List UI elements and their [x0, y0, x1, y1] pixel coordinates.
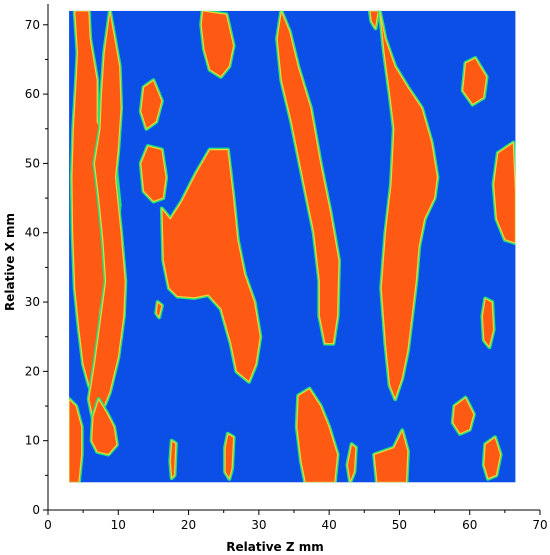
highlight-regions	[69, 10, 516, 483]
x-axis-ticks: 0 10 20 30 40 50 60 70	[44, 510, 548, 532]
blob-z14-y49	[140, 145, 167, 203]
blob-z22-y69	[200, 10, 235, 78]
blob-z16-y29	[155, 301, 163, 318]
y-axis-title: Relative X mm	[3, 213, 17, 311]
y-tick-label: 40	[25, 226, 40, 240]
band-z38	[276, 10, 340, 345]
blob-z38-y11	[296, 388, 339, 483]
y-tick-label: 0	[32, 503, 40, 517]
blob-z26-y7	[224, 433, 235, 480]
y-tick-label: 70	[25, 18, 40, 32]
blob-z18-y7	[169, 440, 177, 479]
top-nub-z46	[369, 10, 379, 29]
blob-z7-y12	[90, 398, 118, 456]
y-tick-label: 30	[25, 295, 40, 309]
blob-z43-y7	[346, 443, 357, 483]
y-tick-label: 10	[25, 434, 40, 448]
x-axis-title: Relative Z mm	[226, 540, 323, 554]
x-tick-label: 30	[251, 518, 266, 532]
y-tick-label: 60	[25, 87, 40, 101]
blob-z4-y12	[69, 398, 83, 483]
y-tick-label: 20	[25, 364, 40, 378]
blob-z14-y58	[140, 79, 163, 130]
x-tick-label: 10	[111, 518, 126, 532]
y-tick-label: 50	[25, 156, 40, 170]
blob-z63-y8	[483, 436, 502, 480]
blob-z64-y44	[493, 142, 516, 244]
band-z51	[379, 10, 438, 400]
y-axis-ticks: 0 10 20 30 40 50 60 70	[25, 18, 48, 517]
blob-z24-y36	[161, 149, 261, 383]
x-tick-label: 60	[462, 518, 477, 532]
x-tick-label: 0	[44, 518, 52, 532]
blob-z61-y62	[462, 57, 488, 106]
blob-z59-y13	[452, 397, 475, 435]
blob-z48-y6	[373, 429, 409, 483]
x-tick-label: 70	[532, 518, 547, 532]
x-tick-label: 40	[322, 518, 337, 532]
x-tick-label: 50	[392, 518, 407, 532]
blob-z62-y27	[481, 298, 495, 348]
x-tick-label: 20	[181, 518, 196, 532]
